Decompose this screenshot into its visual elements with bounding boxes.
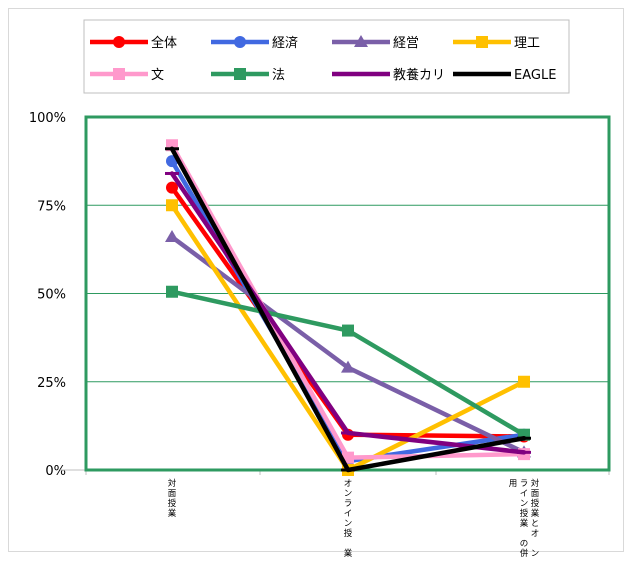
x-tick-label-char: ン bbox=[344, 519, 353, 529]
x-tick-label-char: 対 bbox=[531, 478, 540, 489]
data-point bbox=[341, 360, 355, 373]
x-tick-label-char: イ bbox=[344, 509, 353, 519]
x-tick-label-char: 面 bbox=[531, 489, 540, 499]
x-tick-label-char: 授 bbox=[168, 498, 177, 509]
legend-marker bbox=[113, 68, 125, 80]
data-point bbox=[518, 375, 530, 388]
series-eagle bbox=[165, 146, 531, 473]
y-tick-label: 25% bbox=[37, 376, 66, 391]
legend-label: 経営 bbox=[393, 36, 419, 51]
legend-label: 文 bbox=[151, 68, 164, 83]
x-tick-label-char: ン bbox=[531, 549, 540, 559]
y-tick-label: 50% bbox=[37, 288, 66, 303]
x-tick-label-char: 業 bbox=[344, 548, 353, 559]
legend-label: 経済 bbox=[272, 35, 298, 51]
x-tick-label-char: 併 bbox=[520, 548, 529, 559]
legend-marker bbox=[234, 36, 246, 48]
x-tick-label-char: 業 bbox=[520, 518, 529, 529]
legend-marker bbox=[234, 68, 246, 80]
x-tick-label-char: ラ bbox=[520, 479, 529, 489]
data-point bbox=[165, 230, 179, 243]
legend-item: 理工 bbox=[453, 36, 540, 51]
legend-item: 教養カリ bbox=[332, 67, 445, 83]
y-tick-label: 100% bbox=[29, 111, 66, 126]
legend-marker bbox=[476, 36, 488, 48]
legend-marker bbox=[113, 36, 125, 48]
data-point bbox=[166, 285, 178, 298]
legend-item: 経済 bbox=[211, 35, 298, 51]
legend-item: EAGLE bbox=[453, 68, 556, 83]
x-tick-label-char: 対 bbox=[168, 478, 177, 489]
x-tick-label-char: 業 bbox=[168, 508, 177, 519]
legend-label: EAGLE bbox=[514, 68, 556, 83]
x-tick-label-char: オ bbox=[531, 529, 540, 539]
legend: 全体 経済 経営 理工文 法 教養カリ EAGLE bbox=[83, 19, 570, 94]
x-tick-label-char: ン bbox=[344, 489, 353, 499]
legend-item: 全体 bbox=[90, 35, 177, 51]
legend-label: 教養カリ bbox=[393, 67, 445, 83]
x-tick-label-char: 用 bbox=[509, 479, 518, 489]
x-tick-label-char: 業 bbox=[531, 508, 540, 519]
x-tick-label-char: オ bbox=[344, 479, 353, 489]
x-tick-label-char: ン bbox=[520, 499, 529, 509]
y-tick-label: 0% bbox=[45, 464, 66, 479]
legend-item: 法 bbox=[211, 68, 285, 83]
legend-item: 経営 bbox=[332, 35, 419, 51]
legend-marker bbox=[354, 35, 368, 47]
data-point bbox=[342, 324, 354, 337]
x-tick-label-char: ラ bbox=[344, 499, 353, 509]
legend-label: 全体 bbox=[151, 35, 177, 51]
legend-label: 法 bbox=[272, 68, 285, 83]
data-point bbox=[166, 199, 178, 212]
x-tick-label-char: 授 bbox=[344, 528, 353, 539]
x-tick-label-char: の bbox=[520, 539, 529, 549]
x-tick-label-char: イ bbox=[520, 489, 529, 499]
x-tick-label-char: と bbox=[531, 519, 540, 529]
x-tick-label-char: 授 bbox=[520, 508, 529, 519]
legend-box bbox=[83, 19, 570, 94]
y-tick-label: 75% bbox=[37, 199, 66, 214]
legend-label: 理工 bbox=[514, 36, 540, 51]
x-tick-label-char: 授 bbox=[531, 498, 540, 509]
data-point bbox=[166, 181, 178, 194]
legend-item: 文 bbox=[90, 68, 164, 83]
x-tick-label-char: 面 bbox=[168, 489, 177, 499]
